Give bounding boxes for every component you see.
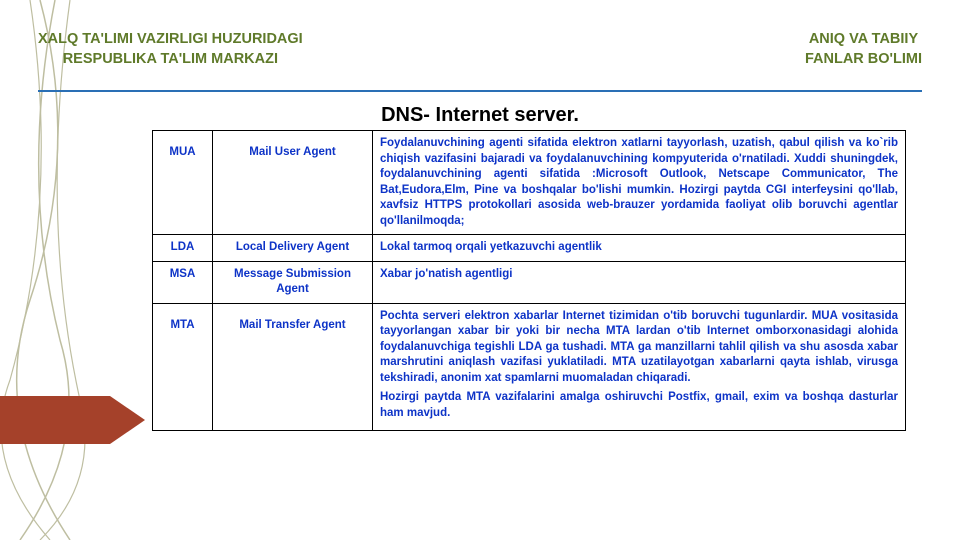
table-row: LDA Local Delivery Agent Lokal tarmoq or… (153, 235, 906, 262)
cell-desc: Lokal tarmoq orqali yetkazuvchi agentlik (373, 235, 906, 262)
header-divider (38, 90, 922, 92)
cell-name: Mail Transfer Agent (213, 303, 373, 431)
cell-abbr: MSA (153, 261, 213, 303)
header-left: XALQ TA'LIMI VAZIRLIGI HUZURIDAGI RESPUB… (38, 30, 303, 69)
cell-name: Mail User Agent (213, 131, 373, 235)
table-row: MSA Message Submission Agent Xabar jo'na… (153, 261, 906, 303)
table-row: MUA Mail User Agent Foydalanuvchining ag… (153, 131, 906, 235)
agents-table: MUA Mail User Agent Foydalanuvchining ag… (152, 130, 906, 431)
cell-name: Local Delivery Agent (213, 235, 373, 262)
slide-header: XALQ TA'LIMI VAZIRLIGI HUZURIDAGI RESPUB… (38, 30, 922, 69)
cell-desc: Xabar jo'natish agentligi (373, 261, 906, 303)
decorative-lines (0, 0, 160, 540)
agents-table-container: MUA Mail User Agent Foydalanuvchining ag… (152, 130, 906, 431)
cell-abbr: MUA (153, 131, 213, 235)
cell-name: Message Submission Agent (213, 261, 373, 303)
table-row: MTA Mail Transfer Agent Pochta serveri e… (153, 303, 906, 431)
decorative-arrow (0, 390, 145, 450)
header-right: ANIQ VA TABIIY FANLAR BO'LIMI (805, 30, 922, 69)
cell-abbr: MTA (153, 303, 213, 431)
page-title: DNS- Internet server. (0, 104, 960, 127)
cell-desc: Foydalanuvchining agenti sifatida elektr… (373, 131, 906, 235)
header-right-line1: ANIQ VA TABIIY (809, 31, 918, 47)
header-left-line1: XALQ TA'LIMI VAZIRLIGI HUZURIDAGI (38, 31, 303, 47)
cell-desc-p2: Hozirgi paytda MTA vazifalarini amalga o… (380, 390, 898, 421)
cell-abbr: LDA (153, 235, 213, 262)
header-right-line2: FANLAR BO'LIMI (805, 51, 922, 67)
cell-desc-p1: Pochta serveri elektron xabarlar Interne… (380, 309, 898, 387)
cell-desc: Pochta serveri elektron xabarlar Interne… (373, 303, 906, 431)
header-left-line2: RESPUBLIKA TA'LIM MARKAZI (63, 51, 278, 67)
